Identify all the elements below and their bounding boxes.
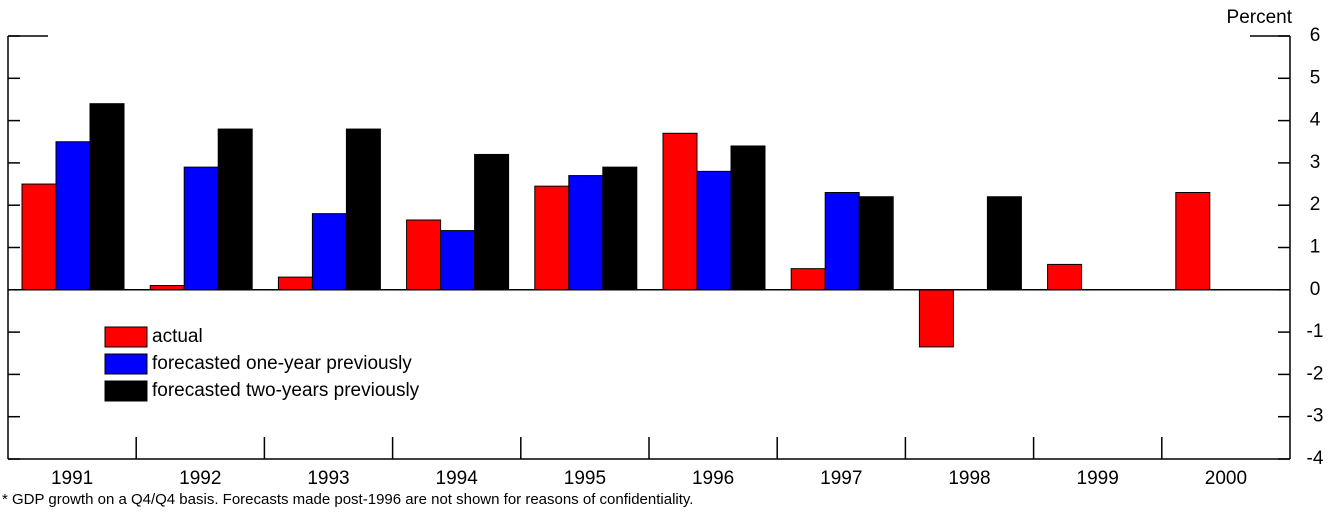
bar: [790, 268, 826, 291]
bar: [217, 128, 253, 291]
bar: [311, 213, 347, 291]
legend-label: forecasted two-years previously: [152, 380, 420, 401]
y-tick-label: -4: [1307, 448, 1324, 469]
x-tick-label: 1991: [51, 468, 93, 489]
bar: [568, 175, 604, 291]
x-tick-label: 2000: [1205, 468, 1247, 489]
x-tick-label: 1998: [948, 468, 990, 489]
x-tick-label: 1997: [820, 468, 862, 489]
x-tick-label: 1992: [179, 468, 221, 489]
bar: [277, 276, 313, 291]
bar: [89, 103, 125, 291]
bar: [662, 132, 698, 291]
y-tick-label: 0: [1310, 279, 1321, 300]
bar: [602, 166, 638, 291]
x-tick-label: 1993: [307, 468, 349, 489]
y-tick-label: -1: [1307, 321, 1324, 342]
bar: [986, 196, 1022, 291]
x-tick-label: 1996: [692, 468, 734, 489]
legend-swatch: [104, 380, 148, 402]
x-tick-label: 1999: [1077, 468, 1119, 489]
y-tick-label: 1: [1310, 237, 1321, 258]
x-tick-label: 1994: [436, 468, 479, 489]
y-tick-label: -2: [1307, 363, 1324, 384]
bar: [406, 219, 442, 291]
y-tick-label: 2: [1310, 194, 1321, 215]
bar: [440, 230, 476, 291]
bar: [1047, 263, 1083, 291]
legend-label: actual: [152, 326, 203, 347]
y-axis-label: Percent: [1227, 7, 1293, 28]
bar: [730, 145, 766, 291]
legend-swatch: [104, 353, 148, 375]
legend-swatch: [104, 326, 148, 348]
legend-label: forecasted one-year previously: [152, 353, 412, 374]
y-tick-label: 4: [1310, 110, 1321, 131]
bar: [474, 153, 510, 291]
bar: [55, 141, 91, 291]
bar: [696, 170, 732, 291]
bar: [183, 166, 219, 291]
bar: [534, 185, 570, 291]
y-tick-label: 3: [1310, 152, 1321, 173]
bar: [858, 196, 894, 291]
y-tick-label: -3: [1307, 406, 1324, 427]
bar: [21, 183, 57, 291]
y-tick-label: 6: [1310, 25, 1321, 46]
bar: [918, 289, 954, 348]
bar: [1175, 192, 1211, 291]
x-tick-label: 1995: [564, 468, 606, 489]
y-tick-label: 5: [1310, 67, 1321, 88]
bar: [824, 192, 860, 291]
bar: [345, 128, 381, 291]
footnote: * GDP growth on a Q4/Q4 basis. Forecasts…: [2, 491, 693, 508]
